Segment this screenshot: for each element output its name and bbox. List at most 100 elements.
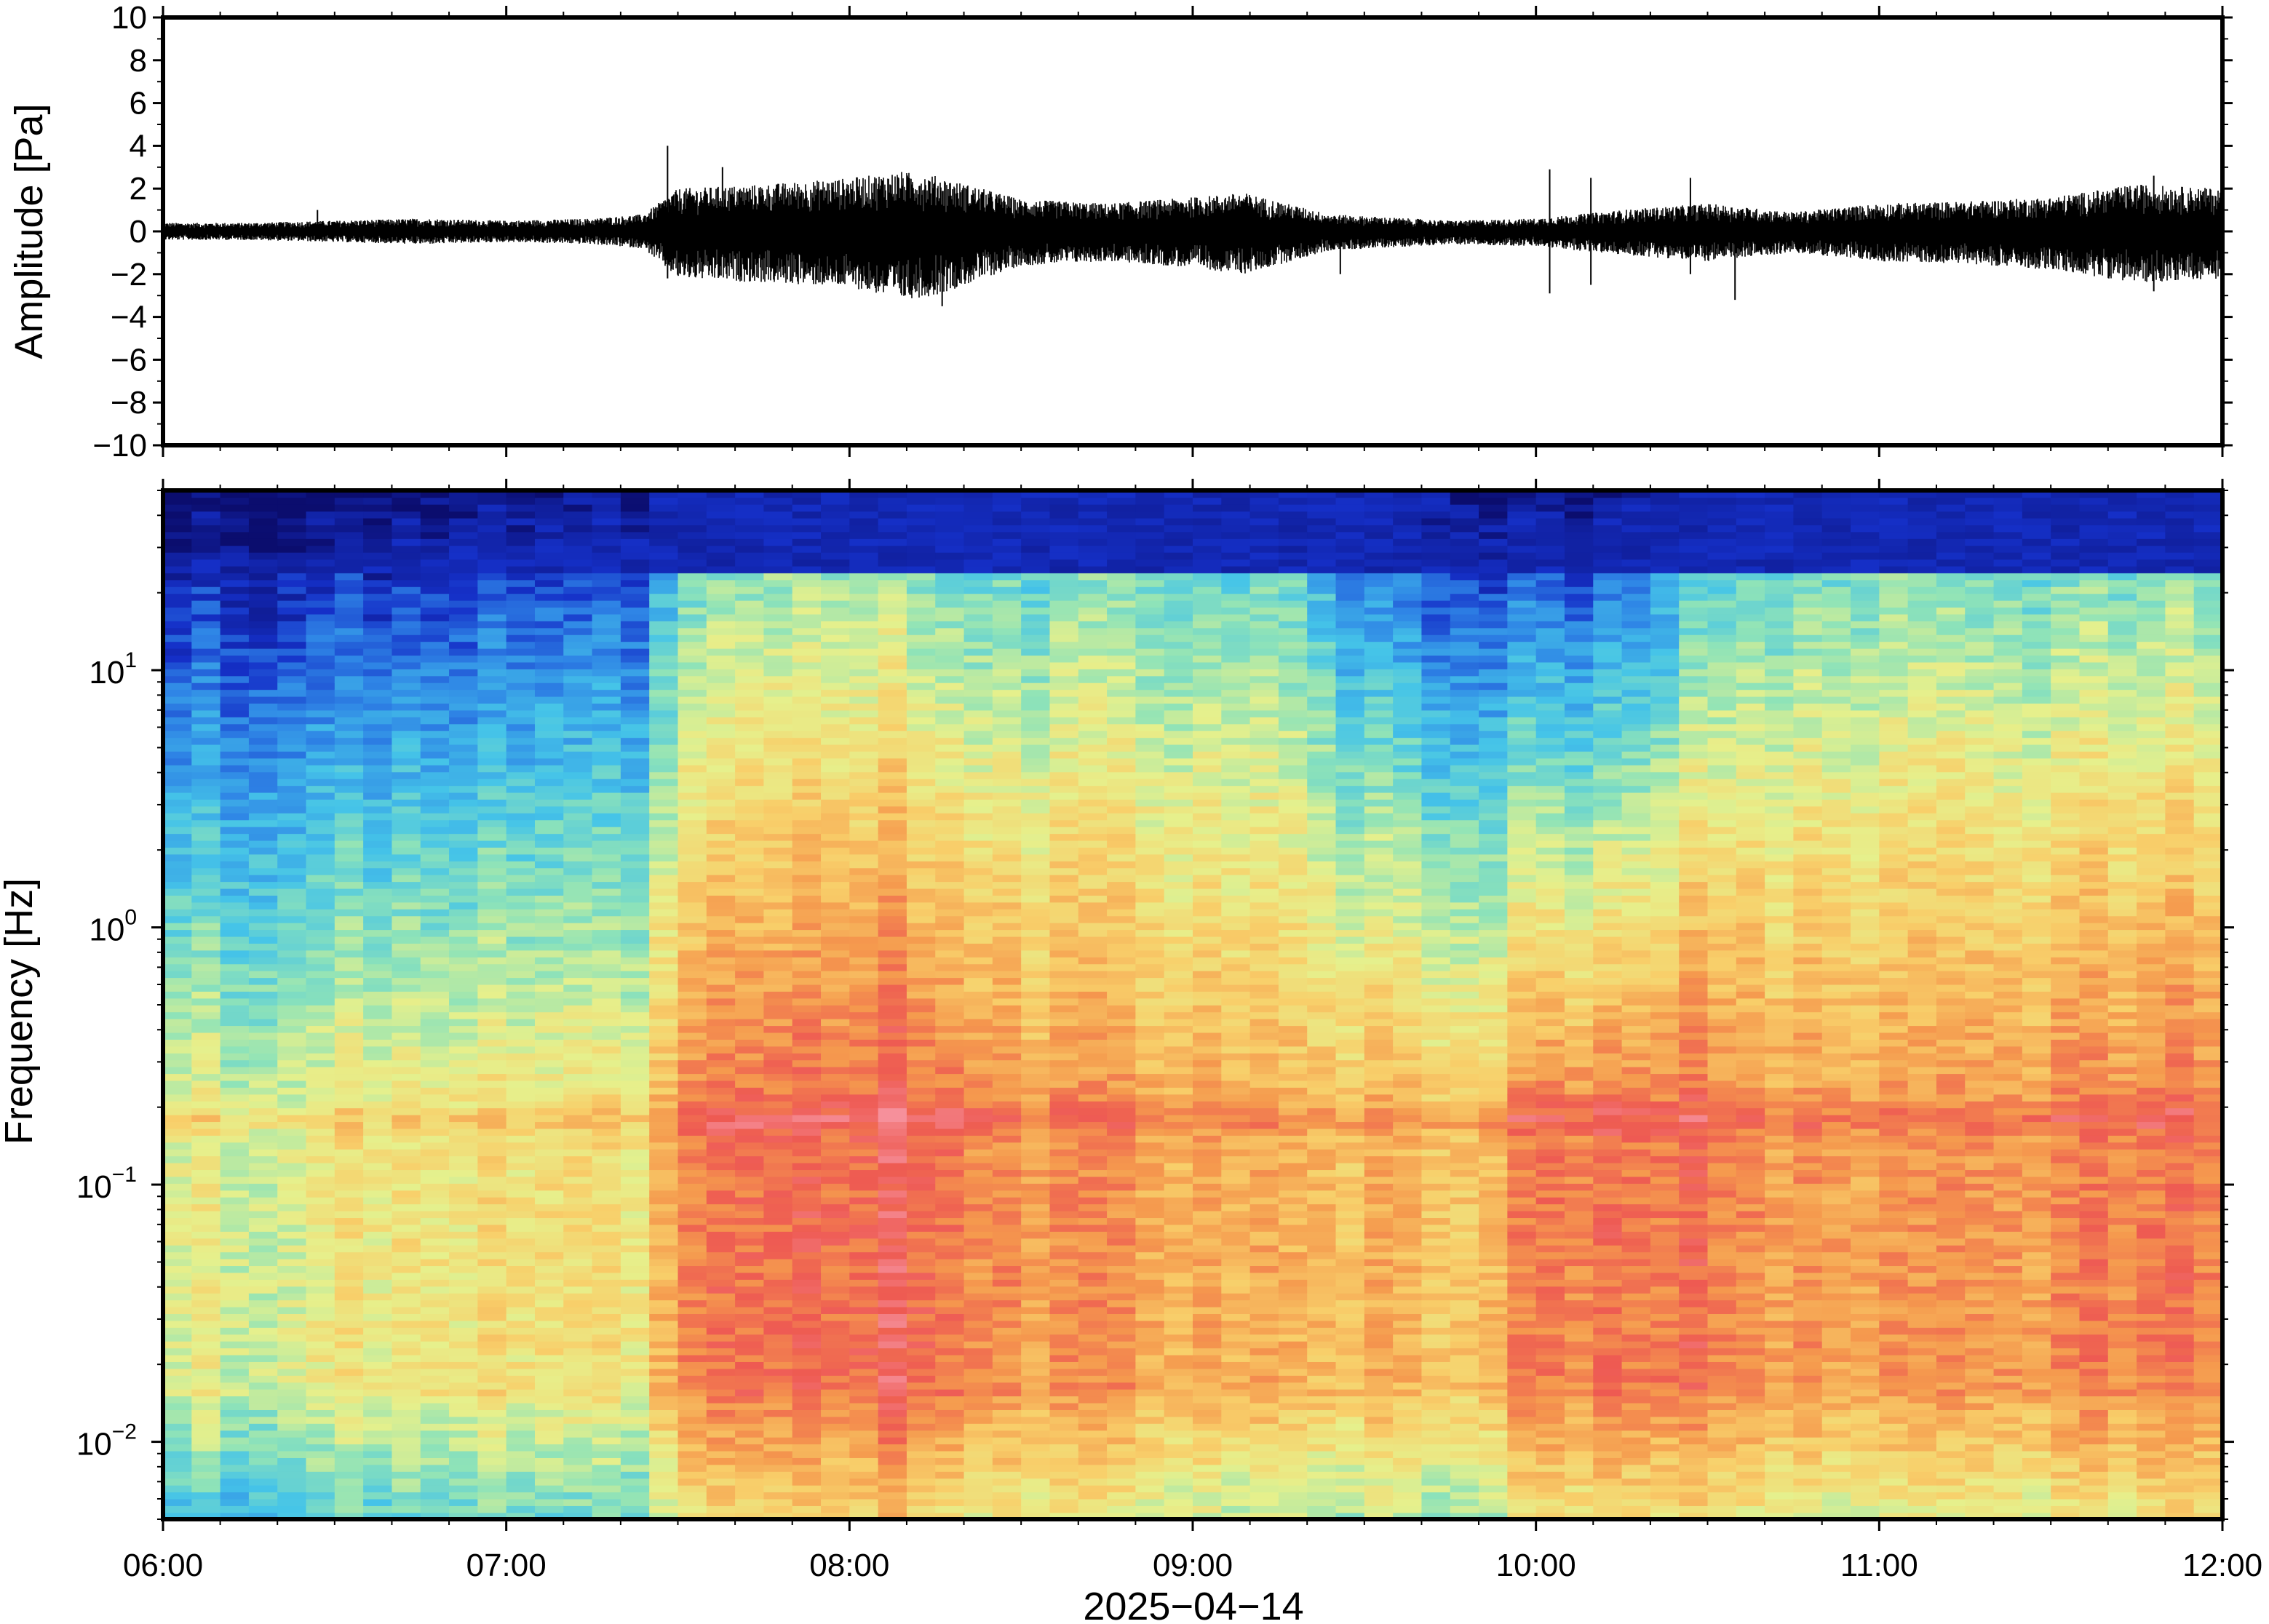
spectrogram-cell xyxy=(621,813,650,820)
spectrogram-cell xyxy=(993,497,1022,504)
spectrogram-cell xyxy=(477,1361,506,1369)
spectrogram-cell xyxy=(249,504,278,512)
spectrogram-cell xyxy=(935,607,964,614)
spectrogram-cell xyxy=(821,1457,850,1465)
spectrogram-cell xyxy=(707,943,736,950)
spectrogram-cell xyxy=(878,1492,907,1499)
spectrogram-cell xyxy=(363,923,392,930)
spectrogram-cell xyxy=(220,1073,250,1080)
spectrogram-cell xyxy=(649,1334,678,1341)
spectrogram-cell xyxy=(878,827,907,834)
spectrogram-cell xyxy=(363,593,392,600)
spectrogram-cell xyxy=(592,1046,621,1054)
spectrogram-cell xyxy=(220,957,250,964)
spectrogram-cell xyxy=(707,676,736,683)
spectrogram-cell xyxy=(735,641,764,648)
spectrogram-cell xyxy=(649,915,678,923)
spectrogram-cell xyxy=(421,950,450,958)
spectrogram-cell xyxy=(277,1211,306,1218)
spectrogram-cell xyxy=(449,806,478,813)
spectrogram-cell xyxy=(907,1231,936,1238)
spectrogram-cell xyxy=(792,819,822,827)
spectrogram-cell xyxy=(993,963,1022,971)
spectrogram-cell xyxy=(1021,963,1050,971)
spectrogram-cell xyxy=(649,724,678,731)
spectrogram-cell xyxy=(449,963,478,971)
spectrogram-cell xyxy=(792,1505,822,1513)
spectrogram-cell xyxy=(535,1197,564,1204)
spectrogram-cell xyxy=(821,888,850,896)
spectrogram-cell xyxy=(993,586,1022,594)
spectrogram-cell xyxy=(763,1073,792,1080)
spectrogram-cell xyxy=(477,1225,506,1232)
spectrogram-cell xyxy=(392,1417,421,1424)
spectrogram-cell xyxy=(563,854,592,861)
spectrogram-cell xyxy=(907,1155,936,1163)
spectrogram-cell xyxy=(849,1149,878,1156)
spectrogram-cell xyxy=(477,504,506,512)
spectrogram-cell xyxy=(1021,1417,1050,1424)
spectrogram-cell xyxy=(1021,1471,1050,1478)
spectrogram-cell xyxy=(821,1251,850,1259)
spectrogram-cell xyxy=(993,984,1022,992)
spectrogram-cell xyxy=(993,1032,1022,1040)
spectrogram-cell xyxy=(421,929,450,936)
spectrogram-cell xyxy=(477,1238,506,1246)
spectrogram-cell xyxy=(964,1451,993,1458)
spectrogram-cell xyxy=(306,1080,335,1088)
spectrogram-cell xyxy=(763,682,792,690)
spectrogram-cell xyxy=(907,1259,936,1266)
spectrogram-cell xyxy=(277,833,306,840)
spectrogram-cell xyxy=(477,827,506,834)
spectrogram-cell xyxy=(191,552,220,560)
spectrogram-cell xyxy=(306,1101,335,1108)
spectrogram-cell xyxy=(821,1409,850,1417)
spectrogram-cell xyxy=(907,923,936,930)
spectrogram-cell xyxy=(707,1135,736,1142)
spectrogram-cell xyxy=(277,1375,306,1382)
spectrogram-cell xyxy=(335,1129,364,1136)
spectrogram-cell xyxy=(506,977,536,984)
spectrogram-cell xyxy=(907,936,936,944)
spectrogram-cell xyxy=(220,545,250,552)
spectrogram-cell xyxy=(249,525,278,532)
spectrogram-cell xyxy=(535,628,564,635)
spectrogram-cell xyxy=(506,751,536,758)
spectrogram-cell xyxy=(763,1457,792,1465)
spectrogram-cell xyxy=(993,710,1022,717)
spectrogram-cell xyxy=(306,950,335,958)
spectrogram-cell xyxy=(935,1197,964,1204)
spectrogram-cell xyxy=(763,1005,792,1012)
spectrogram-cell xyxy=(392,936,421,944)
spectrogram-cell xyxy=(335,1293,364,1300)
spectrogram-cell xyxy=(964,923,993,930)
spectrogram-cell xyxy=(678,1101,707,1108)
spectrogram-cell xyxy=(849,963,878,971)
spectrogram-cell xyxy=(421,1451,450,1458)
spectrogram-cell xyxy=(335,1019,364,1026)
spectrogram-cell xyxy=(792,771,822,779)
spectrogram-cell xyxy=(907,895,936,902)
spectrogram-cell xyxy=(249,1321,278,1328)
spectrogram-cell xyxy=(191,1019,220,1026)
spectrogram-cell xyxy=(964,717,993,724)
spectrogram-cell xyxy=(907,1457,936,1465)
spectrogram-cell xyxy=(563,696,592,704)
spectrogram-cell xyxy=(621,1313,650,1321)
spectrogram-cell xyxy=(306,1183,335,1190)
spectrogram-cell xyxy=(506,1080,536,1088)
spectrogram-cell xyxy=(707,614,736,621)
spectrogram-cell xyxy=(849,758,878,765)
spectrogram-cell xyxy=(993,1321,1022,1328)
spectrogram-cell xyxy=(449,1444,478,1451)
spectrogram-cell xyxy=(477,751,506,758)
spectrogram-cell xyxy=(907,1183,936,1190)
spectrogram-cell xyxy=(249,1417,278,1424)
spectrogram-cell xyxy=(563,943,592,950)
spectrogram-cell xyxy=(964,785,993,792)
spectrogram-cell xyxy=(1049,1259,1078,1266)
spectrogram-cell xyxy=(563,662,592,669)
spectrogram-cell xyxy=(306,1217,335,1225)
spectrogram-cell xyxy=(191,861,220,868)
spectrogram-cell xyxy=(163,1423,192,1430)
